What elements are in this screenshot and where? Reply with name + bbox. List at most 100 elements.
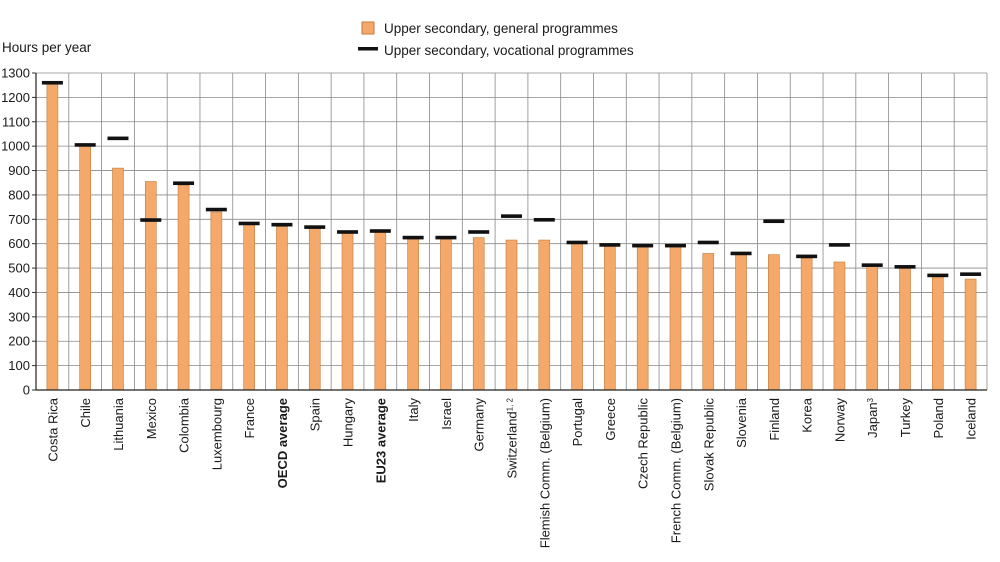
y-tick-label: 1200 — [1, 90, 30, 105]
marker-vocational — [435, 235, 457, 240]
x-tick-label: Poland — [931, 398, 946, 438]
marker-vocational — [74, 143, 96, 147]
x-tick-label: Hungary — [341, 398, 356, 448]
marker-vocational — [861, 263, 883, 267]
y-tick-label: 400 — [8, 285, 30, 300]
bar-general — [604, 244, 616, 391]
markers-vocational — [41, 80, 982, 278]
y-tick-label: 100 — [8, 358, 30, 373]
x-tick-label: France — [242, 398, 257, 438]
marker-vocational — [304, 225, 326, 229]
x-tick-label: Slovak Republic — [701, 398, 716, 492]
marker-vocational — [894, 265, 916, 269]
bar-general — [636, 245, 649, 391]
marker-vocational — [697, 240, 719, 245]
bar-general — [538, 239, 551, 391]
marker-vocational — [960, 272, 982, 276]
marker-vocational — [533, 217, 555, 222]
legend-swatch-vocational — [358, 47, 378, 51]
marker-vocational — [173, 181, 195, 186]
bar-general — [46, 82, 59, 391]
marker-vocational — [402, 235, 424, 240]
y-tick-label: 800 — [8, 187, 30, 202]
bar-general — [899, 266, 911, 391]
bar-general — [571, 243, 583, 391]
y-tick-label: 600 — [8, 236, 30, 251]
x-tick-label: Colombia — [177, 397, 192, 453]
marker-vocational — [205, 207, 227, 212]
x-tick-label: Portugal — [570, 398, 585, 447]
marker-vocational — [927, 273, 949, 278]
bars-general — [46, 82, 977, 391]
x-tick-label: Spain — [308, 398, 323, 431]
marker-vocational — [271, 222, 293, 227]
bar-general — [144, 181, 157, 391]
marker-vocational — [238, 221, 260, 226]
x-tick-label: OECD average — [275, 398, 290, 488]
x-tick-label: Lithuania — [111, 397, 126, 451]
x-tick-label: Germany — [472, 398, 487, 452]
marker-vocational — [796, 254, 818, 259]
gridlines — [35, 72, 988, 391]
y-tick-label: 300 — [8, 309, 30, 324]
y-axis-label: Hours per year — [2, 40, 92, 55]
x-tick-label: Costa Rica — [45, 397, 60, 461]
marker-vocational — [599, 243, 621, 247]
x-tick-label: Norway — [832, 398, 847, 443]
marker-vocational — [632, 243, 654, 248]
bar-general — [276, 226, 288, 391]
y-tick-label: 0 — [23, 383, 30, 398]
marker-vocational — [107, 136, 129, 141]
bar-general — [243, 223, 255, 391]
x-tick-label: Mexico — [144, 398, 159, 439]
bar-general — [308, 227, 321, 391]
bar-general — [702, 253, 715, 391]
y-tick-label: 500 — [8, 261, 30, 276]
bar-general — [210, 211, 223, 391]
y-tick-label: 1300 — [1, 66, 30, 81]
legend-swatch-general — [361, 21, 375, 35]
marker-vocational — [41, 80, 63, 85]
x-tick-label: Czech Republic — [636, 398, 651, 490]
bar-general — [79, 145, 91, 391]
x-axis-labels: Costa Rica Chile Lithuania Mexico Colombia Lu… — [45, 397, 978, 548]
marker-vocational — [763, 219, 785, 224]
x-tick-label: Switzerland1, 2 — [505, 397, 520, 478]
bar-general — [505, 239, 518, 391]
x-tick-label: EU23 average — [373, 398, 388, 483]
x-tick-label: Iceland — [964, 398, 979, 440]
y-tick-label: 1100 — [2, 114, 30, 129]
x-tick-label: Greece — [603, 398, 618, 441]
x-tick-label: Flemish Comm. (Belgium) — [537, 398, 552, 548]
marker-vocational — [337, 230, 359, 234]
bar-general — [669, 245, 682, 391]
bar-general — [341, 232, 354, 391]
x-tick-label: Luxembourg — [209, 398, 224, 470]
x-tick-label: Chile — [78, 398, 93, 428]
legend-label-general: Upper secondary, general programmes — [384, 21, 618, 36]
bar-general — [833, 261, 846, 391]
bar-general — [407, 238, 419, 391]
x-tick-label: Slovenia — [734, 397, 749, 448]
y-tick-label: 900 — [8, 163, 30, 178]
legend-label-vocational: Upper secondary, vocational programmes — [384, 43, 634, 58]
y-tick-label: 200 — [8, 334, 30, 349]
bar-general — [932, 275, 944, 391]
bar-general — [964, 278, 977, 391]
marker-vocational — [828, 243, 850, 247]
x-tick-label: Korea — [800, 397, 815, 432]
marker-vocational — [730, 251, 752, 256]
marker-vocational — [566, 240, 588, 245]
marker-vocational — [140, 218, 162, 222]
marker-vocational — [468, 230, 490, 234]
bar-general — [735, 254, 747, 391]
bar-general — [177, 184, 190, 391]
bar-general — [866, 265, 879, 391]
marker-vocational — [664, 243, 686, 248]
marker-vocational — [369, 229, 391, 233]
x-tick-label: French Comm. (Belgium) — [668, 398, 683, 543]
x-tick-label: Turkey — [898, 398, 913, 438]
bar-general — [440, 238, 452, 391]
legend: Upper secondary, general programmes Uppe… — [358, 21, 634, 58]
